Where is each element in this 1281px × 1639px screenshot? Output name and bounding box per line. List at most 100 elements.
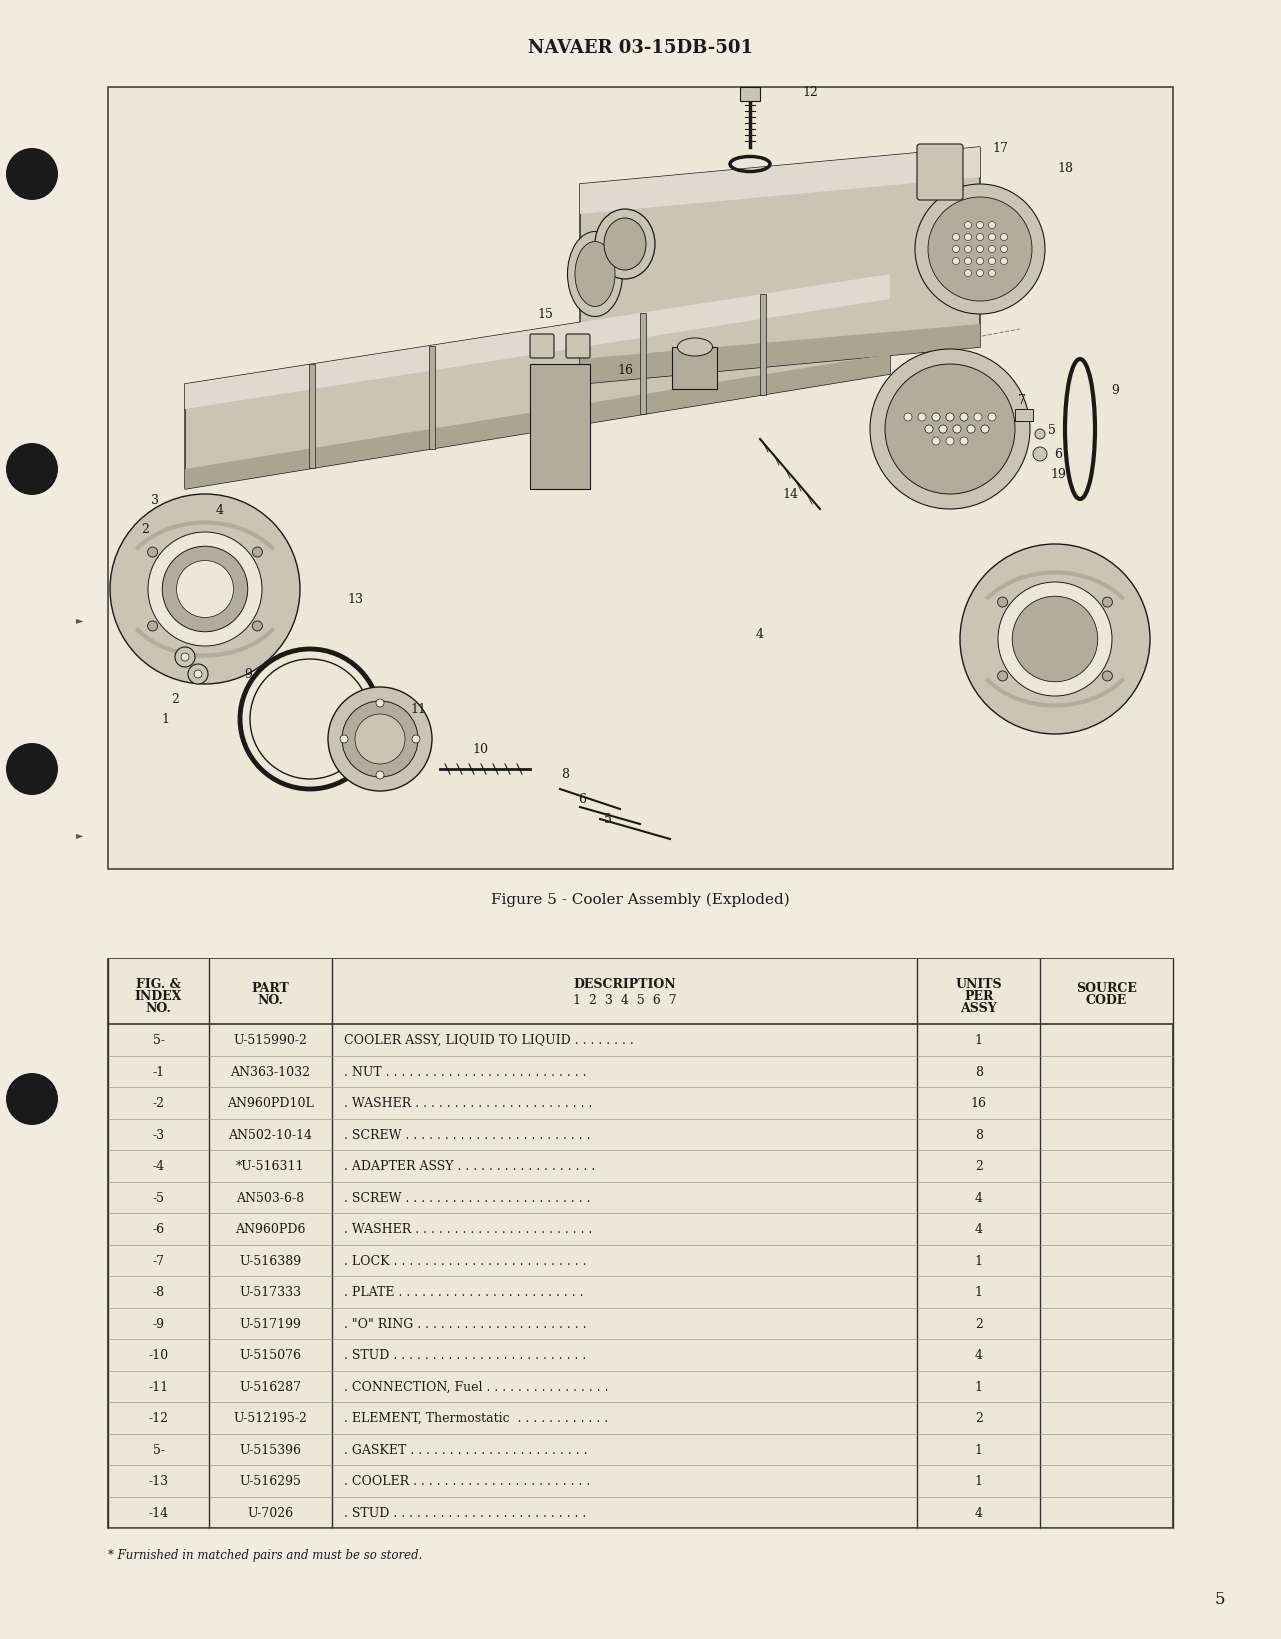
Circle shape: [188, 664, 208, 685]
Text: NAVAER 03-15DB-501: NAVAER 03-15DB-501: [528, 39, 752, 57]
Bar: [108, 959, 1173, 1024]
Circle shape: [1000, 234, 1007, 241]
Polygon shape: [580, 325, 980, 385]
Text: . "O" RING . . . . . . . . . . . . . . . . . . . . . .: . "O" RING . . . . . . . . . . . . . . .…: [343, 1318, 587, 1329]
Text: 2: 2: [975, 1159, 983, 1172]
Polygon shape: [760, 295, 766, 395]
Text: -1: -1: [152, 1065, 165, 1078]
Text: 13: 13: [347, 593, 363, 606]
Bar: [1015, 410, 1032, 421]
FancyBboxPatch shape: [740, 89, 760, 102]
Text: 6: 6: [578, 793, 585, 806]
Text: 5: 5: [1048, 423, 1056, 436]
Text: -9: -9: [152, 1318, 164, 1329]
Polygon shape: [309, 365, 315, 469]
Circle shape: [149, 533, 263, 647]
Ellipse shape: [594, 210, 655, 280]
Circle shape: [1000, 246, 1007, 254]
Text: . SCREW . . . . . . . . . . . . . . . . . . . . . . . .: . SCREW . . . . . . . . . . . . . . . . …: [343, 1128, 591, 1141]
Text: 18: 18: [1057, 161, 1073, 174]
Text: ►: ►: [77, 615, 83, 624]
Text: PART: PART: [251, 982, 290, 995]
Circle shape: [933, 413, 940, 421]
Circle shape: [147, 621, 158, 631]
Text: UNITS: UNITS: [956, 977, 1002, 990]
Text: -13: -13: [149, 1475, 169, 1487]
Text: U-512195-2: U-512195-2: [233, 1411, 307, 1424]
Circle shape: [998, 598, 1008, 608]
Circle shape: [933, 438, 940, 446]
Circle shape: [1000, 259, 1007, 266]
Text: . ELEMENT, Thermostatic  . . . . . . . . . . . .: . ELEMENT, Thermostatic . . . . . . . . …: [343, 1411, 607, 1424]
Circle shape: [998, 672, 1008, 682]
Text: U-7026: U-7026: [247, 1506, 293, 1519]
Circle shape: [925, 426, 933, 434]
Circle shape: [953, 426, 961, 434]
Text: NO.: NO.: [257, 993, 283, 1006]
FancyBboxPatch shape: [917, 144, 963, 202]
Circle shape: [976, 259, 984, 266]
Text: ASSY: ASSY: [961, 1001, 997, 1015]
Circle shape: [989, 259, 995, 266]
Circle shape: [6, 149, 58, 202]
Polygon shape: [640, 313, 646, 415]
Circle shape: [953, 246, 959, 254]
Text: 5-: 5-: [152, 1034, 164, 1047]
Text: -8: -8: [152, 1285, 165, 1298]
Text: 4: 4: [216, 503, 224, 516]
Circle shape: [976, 270, 984, 277]
Text: U-516295: U-516295: [240, 1475, 301, 1487]
Text: . COOLER . . . . . . . . . . . . . . . . . . . . . . .: . COOLER . . . . . . . . . . . . . . . .…: [343, 1475, 589, 1487]
Text: -5: -5: [152, 1192, 164, 1205]
Text: AN363-1032: AN363-1032: [231, 1065, 310, 1078]
Circle shape: [1035, 429, 1045, 439]
Text: ►: ►: [77, 829, 83, 839]
Text: 1: 1: [975, 1380, 983, 1393]
Circle shape: [110, 495, 300, 685]
Circle shape: [959, 438, 968, 446]
Polygon shape: [184, 275, 890, 410]
Text: 4: 4: [975, 1349, 983, 1362]
Text: . GASKET . . . . . . . . . . . . . . . . . . . . . . .: . GASKET . . . . . . . . . . . . . . . .…: [343, 1442, 587, 1455]
Circle shape: [904, 413, 912, 421]
Circle shape: [1012, 597, 1098, 682]
Circle shape: [953, 426, 961, 434]
Circle shape: [989, 234, 995, 241]
Text: DESCRIPTION: DESCRIPTION: [573, 977, 676, 990]
Circle shape: [6, 744, 58, 795]
Polygon shape: [184, 354, 890, 490]
Text: 1: 1: [975, 1442, 983, 1455]
Circle shape: [918, 413, 926, 421]
Ellipse shape: [605, 220, 646, 270]
Circle shape: [989, 223, 995, 229]
Circle shape: [981, 426, 989, 434]
Text: 15: 15: [537, 308, 553, 321]
Circle shape: [945, 438, 954, 446]
Text: 1: 1: [975, 1034, 983, 1047]
Text: U-517333: U-517333: [240, 1285, 301, 1298]
Text: NO.: NO.: [146, 1001, 172, 1015]
Text: . ADAPTER ASSY . . . . . . . . . . . . . . . . . .: . ADAPTER ASSY . . . . . . . . . . . . .…: [343, 1159, 594, 1172]
Circle shape: [252, 621, 263, 631]
Circle shape: [939, 426, 947, 434]
Polygon shape: [580, 148, 980, 385]
Text: . NUT . . . . . . . . . . . . . . . . . . . . . . . . . .: . NUT . . . . . . . . . . . . . . . . . …: [343, 1065, 587, 1078]
Circle shape: [915, 185, 1045, 315]
Circle shape: [412, 736, 420, 744]
Circle shape: [981, 426, 989, 434]
Circle shape: [1103, 598, 1112, 608]
Text: Figure 5 - Cooler Assembly (Exploded): Figure 5 - Cooler Assembly (Exploded): [491, 892, 789, 906]
Text: U-515990-2: U-515990-2: [233, 1034, 307, 1047]
Text: 5: 5: [1214, 1590, 1225, 1608]
Text: 5-: 5-: [152, 1442, 164, 1455]
Circle shape: [927, 198, 1032, 302]
Text: 2: 2: [975, 1318, 983, 1329]
Polygon shape: [429, 346, 434, 449]
Text: 4: 4: [975, 1192, 983, 1205]
Text: 3: 3: [151, 493, 159, 506]
Circle shape: [147, 547, 158, 557]
Text: COOLER ASSY, LIQUID TO LIQUID . . . . . . . .: COOLER ASSY, LIQUID TO LIQUID . . . . . …: [343, 1034, 633, 1047]
Circle shape: [885, 365, 1015, 495]
Circle shape: [965, 223, 971, 229]
Text: 11: 11: [410, 703, 427, 716]
